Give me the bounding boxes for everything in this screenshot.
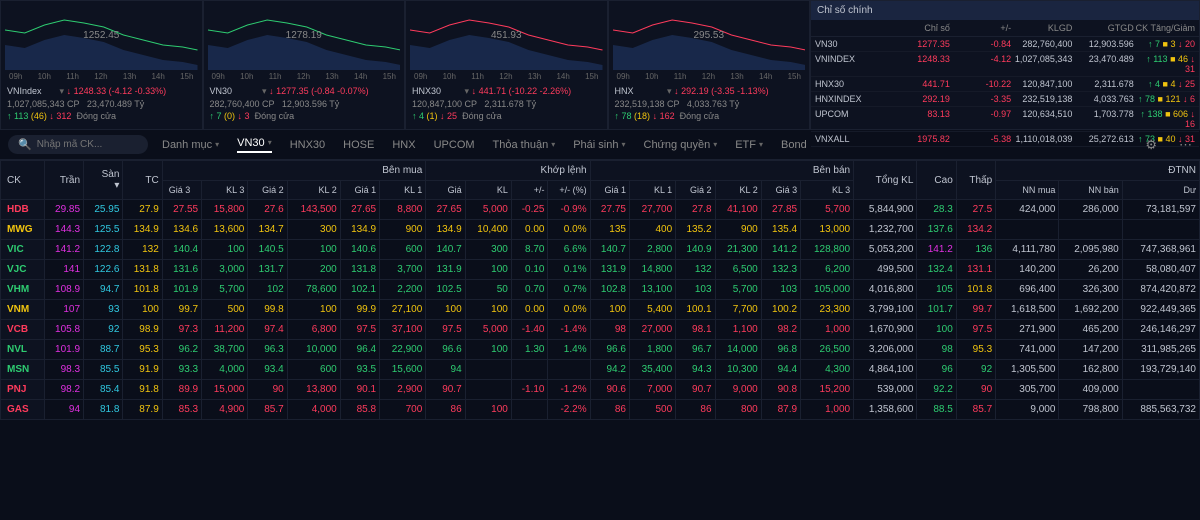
chart-info: HNX ▾ ↓ 292.19 (-3.35 -1.13%) 232,519,13… (613, 83, 806, 125)
more-icon[interactable]: ⋯ (1179, 137, 1192, 153)
stock-table: CK Trần Sàn ▾ TC Bên mua Khớp lệnh Bên b… (0, 160, 1200, 420)
chart-info: HNX30 ▾ ↓ 441.71 (-10.22 -2.26%) 120,847… (410, 83, 603, 125)
index-subheader: Chỉ số+/-KLGDGTGDCK Tăng/Giảm (811, 20, 1199, 37)
chart-panel-HNX30[interactable]: 451.93 09h10h11h12h13h14h15h HNX30 ▾ ↓ 4… (405, 0, 608, 130)
index-row[interactable]: HNX30 441.71 -10.22 120,847,100 2,311.67… (811, 77, 1199, 92)
tab-UPCOM[interactable]: UPCOM (434, 139, 475, 151)
tab-HNX[interactable]: HNX (392, 139, 415, 151)
chevron-down-icon: ▾ (621, 140, 625, 149)
tab-VN30[interactable]: VN30▾ (237, 137, 272, 153)
tab-Phái sinh[interactable]: Phái sinh▾ (573, 139, 625, 151)
charts-row: 1252.45 09h10h11h12h13h14h15h VNIndex ▾ … (0, 0, 1200, 130)
table-row[interactable]: HDB 29.85 25.95 27.927.5515,80027.6143,5… (1, 200, 1200, 220)
table-row[interactable]: VHM 108.9 94.7 101.8101.95,70010278,6001… (1, 280, 1200, 300)
table-row[interactable]: MSN 98.3 85.5 91.993.34,00093.460093.515… (1, 360, 1200, 380)
table-row[interactable]: PNJ 98.2 85.4 91.889.915,0009013,80090.1… (1, 380, 1200, 400)
chevron-down-icon: ▾ (268, 138, 272, 147)
chevron-down-icon: ▾ (551, 140, 555, 149)
chart-price-label: 1252.45 (83, 30, 119, 41)
chart-price-label: 295.53 (693, 30, 724, 41)
index-row[interactable]: VNXALL 1975.82 -5.38 1,110,018,039 25,27… (811, 132, 1199, 147)
chevron-down-icon: ▾ (759, 140, 763, 149)
table-row[interactable]: VNM 107 93 10099.750099.810099.927,10010… (1, 300, 1200, 320)
chart-price-label: 451.93 (491, 30, 522, 41)
tab-HOSE[interactable]: HOSE (343, 139, 374, 151)
chart-info: VN30 ▾ ↓ 1277.35 (-0.84 -0.07%) 282,760,… (208, 83, 401, 125)
tab-ETF[interactable]: ETF▾ (735, 139, 763, 151)
chart-panel-VNIndex[interactable]: 1252.45 09h10h11h12h13h14h15h VNIndex ▾ … (0, 0, 203, 130)
index-panel: Chỉ số chính Chỉ số+/-KLGDGTGDCK Tăng/Gi… (810, 0, 1200, 130)
index-row[interactable]: VNINDEX 1248.33 -4.12 1,027,085,343 23,4… (811, 52, 1199, 77)
tab-Bond[interactable]: Bond (781, 139, 807, 151)
chevron-down-icon: ▾ (215, 140, 219, 149)
chart-panel-VN30[interactable]: 1278.19 09h10h11h12h13h14h15h VN30 ▾ ↓ 1… (203, 0, 406, 130)
table-row[interactable]: MWG 144.3 125.5 134.9134.613,600134.7300… (1, 220, 1200, 240)
chart-panel-HNX[interactable]: 295.53 09h10h11h12h13h14h15h HNX ▾ ↓ 292… (608, 0, 811, 130)
table-row[interactable]: NVL 101.9 88.7 95.396.238,70096.310,0009… (1, 340, 1200, 360)
search-icon: 🔍 (18, 138, 32, 151)
tab-Thỏa thuận[interactable]: Thỏa thuận▾ (493, 139, 556, 151)
tab-HNX30[interactable]: HNX30 (290, 139, 325, 151)
chart-price-label: 1278.19 (286, 30, 322, 41)
gear-icon[interactable]: ⚙ (1145, 137, 1157, 153)
chevron-down-icon: ▾ (713, 140, 717, 149)
table-row[interactable]: GAS 94 81.8 87.985.34,90085.74,00085.870… (1, 400, 1200, 420)
search-box[interactable]: 🔍 (8, 135, 148, 154)
tab-Danh mục[interactable]: Danh mục▾ (162, 139, 219, 151)
table-row[interactable]: VJC 141 122.6 131.8131.63,000131.7200131… (1, 260, 1200, 280)
index-row[interactable]: UPCOM 83.13 -0.97 120,634,510 1,703.778 … (811, 107, 1199, 132)
chart-info: VNIndex ▾ ↓ 1248.33 (-4.12 -0.33%) 1,027… (5, 83, 198, 125)
table-row[interactable]: VIC 141.2 122.8 132140.4100140.5100140.6… (1, 240, 1200, 260)
stock-table-wrap: CK Trần Sàn ▾ TC Bên mua Khớp lệnh Bên b… (0, 160, 1200, 518)
search-input[interactable] (37, 139, 138, 150)
index-row[interactable]: HNXINDEX 292.19 -3.35 232,519,138 4,033.… (811, 92, 1199, 107)
table-row[interactable]: VCB 105.8 92 98.997.311,20097.46,80097.5… (1, 320, 1200, 340)
index-row[interactable]: VN30 1277.35 -0.84 282,760,400 12,903.59… (811, 37, 1199, 52)
index-panel-title: Chỉ số chính (811, 1, 1199, 20)
tab-Chứng quyền[interactable]: Chứng quyền▾ (644, 139, 718, 151)
